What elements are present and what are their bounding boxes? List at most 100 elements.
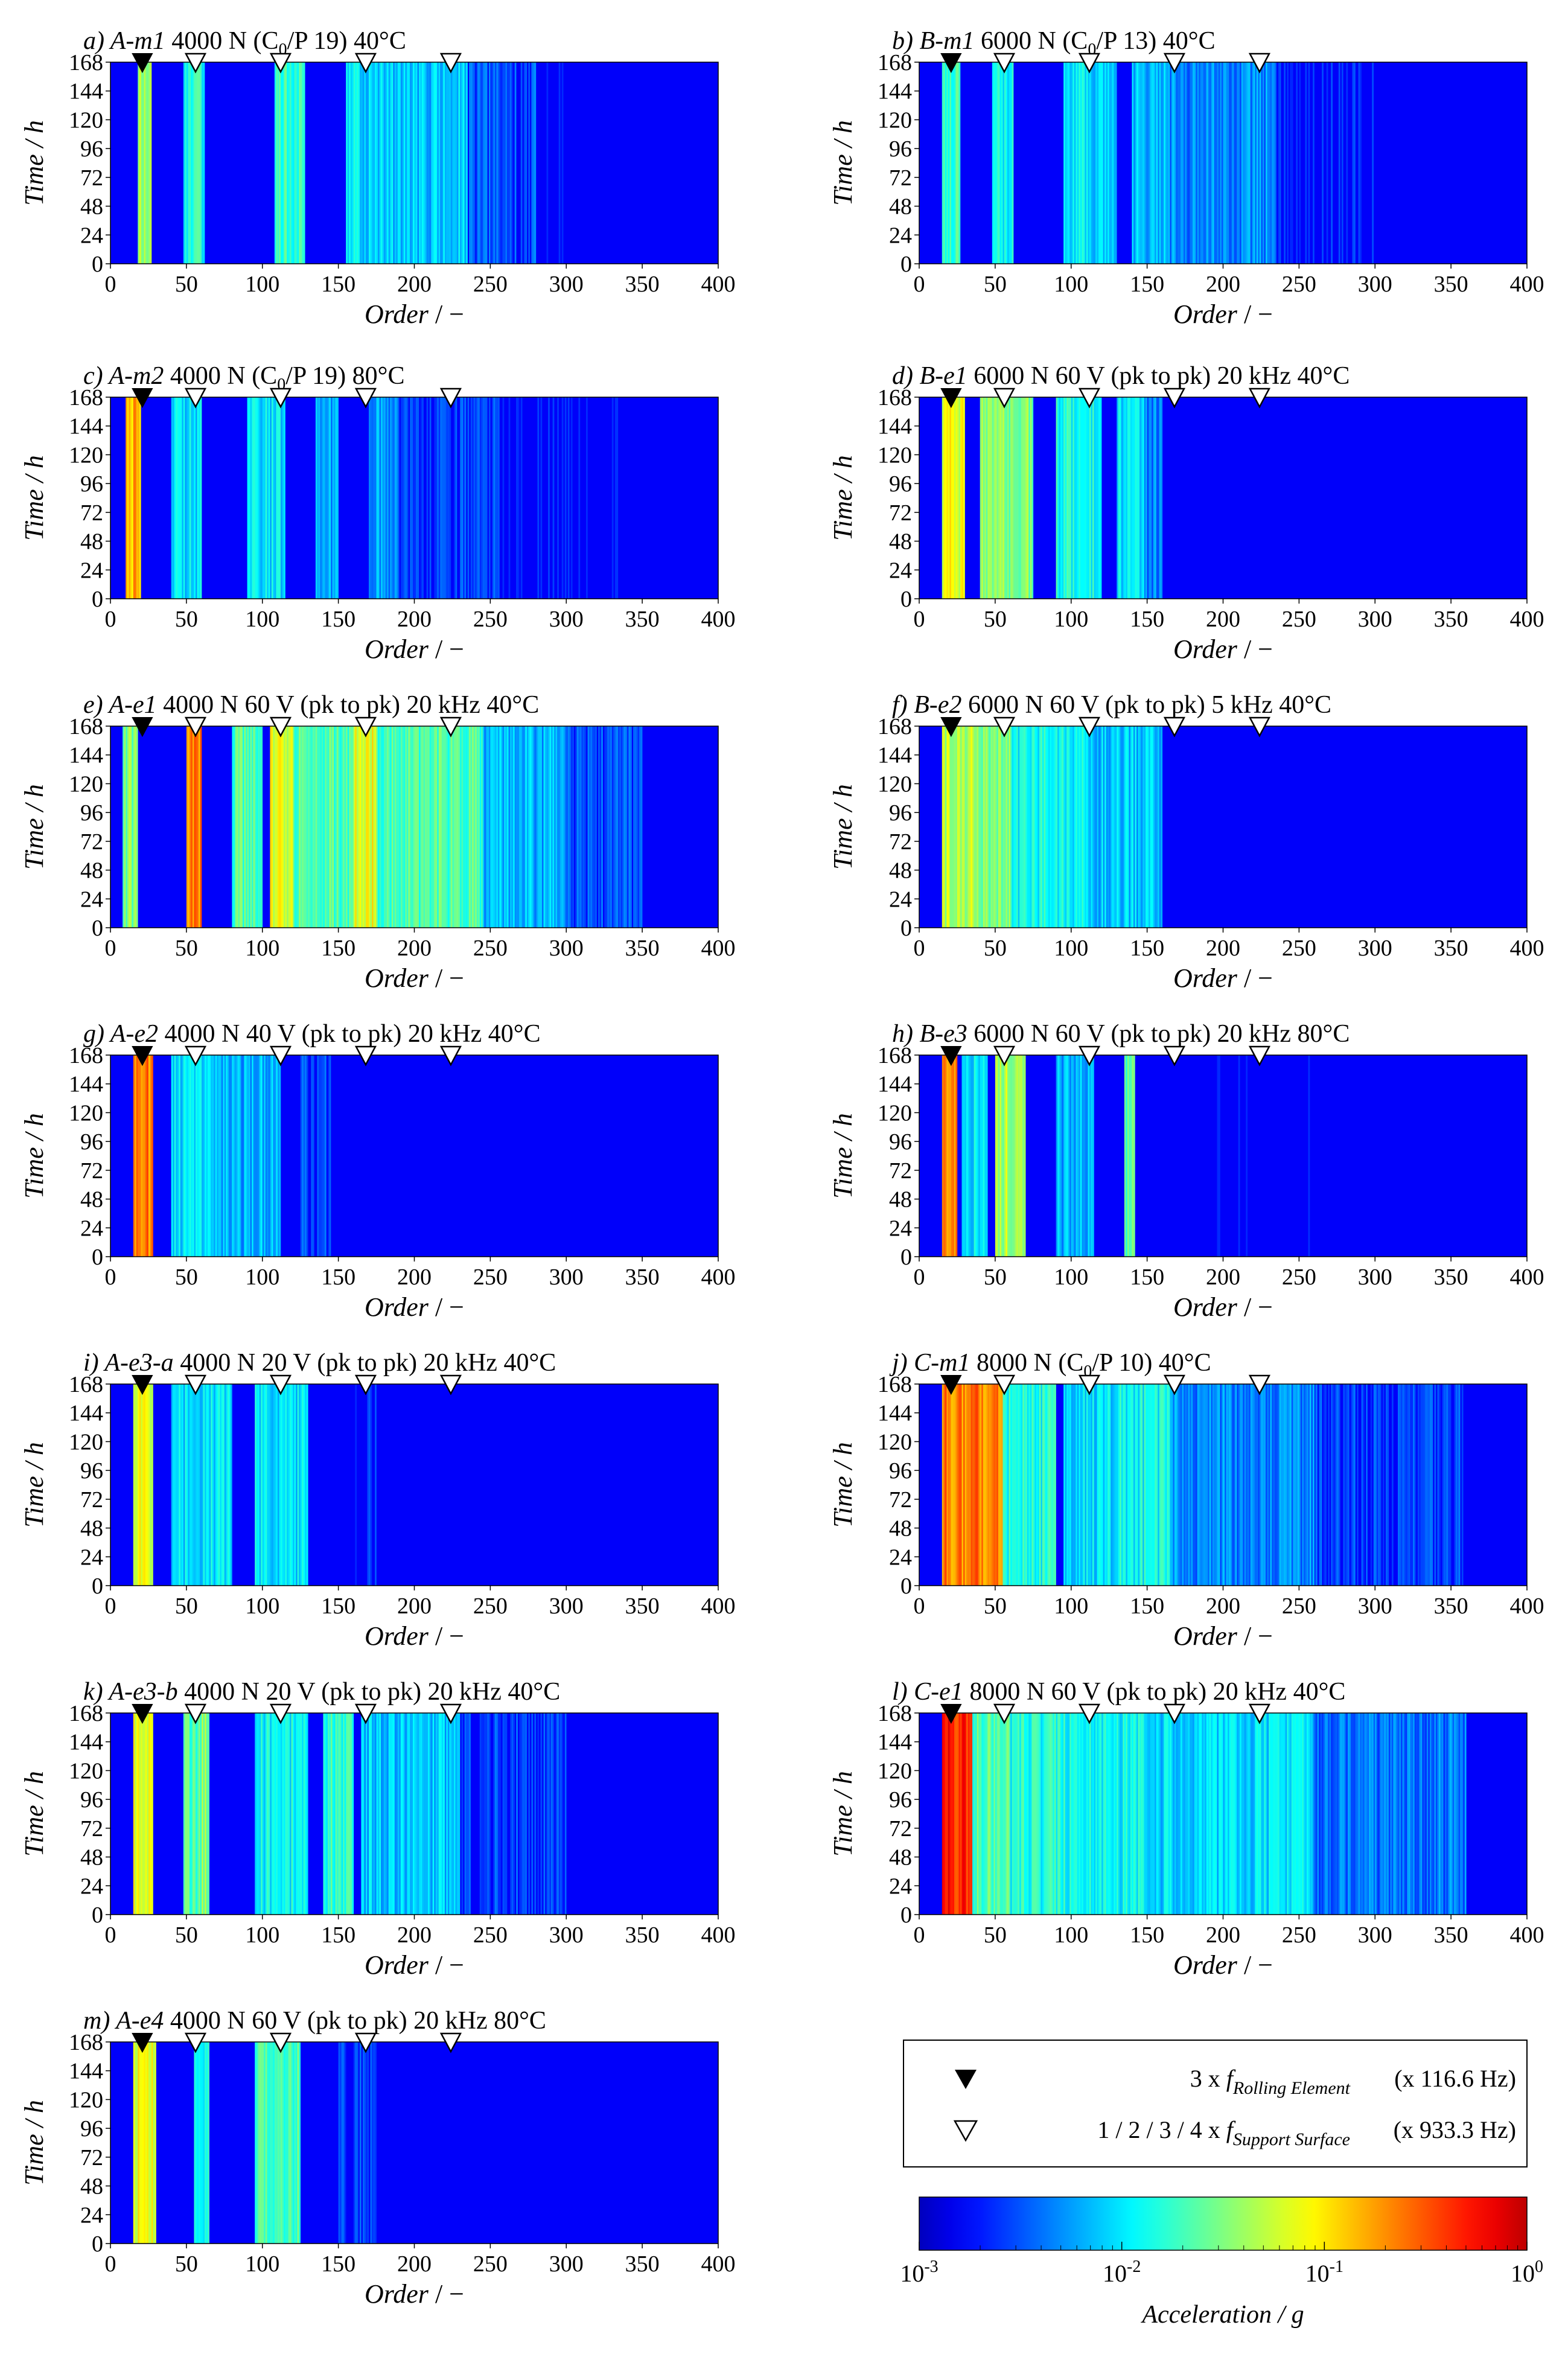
heatmap-strip [306, 1713, 308, 1915]
heatmap-strip [375, 62, 377, 264]
heatmap-strip [1329, 1713, 1331, 1915]
heatmap-strip [1162, 1384, 1164, 1586]
heatmap-strip [136, 1384, 138, 1586]
x-tick-label: 250 [1282, 936, 1316, 961]
heatmap-strip [1375, 1384, 1377, 1586]
heatmap-strip [1053, 1713, 1055, 1915]
heatmap-strip [148, 1713, 150, 1915]
heatmap-strip [1354, 1713, 1356, 1915]
heatmap-strip [265, 397, 267, 599]
heatmap-strip [1247, 1713, 1249, 1915]
heatmap-strip [566, 726, 569, 928]
heatmap-strip [481, 1713, 483, 1915]
heatmap-strip [1177, 1384, 1179, 1586]
heatmap-strip [972, 726, 974, 928]
heatmap-strip [321, 1055, 323, 1257]
heatmap-strip [1240, 1384, 1242, 1586]
heatmap-strip [466, 726, 468, 928]
heatmap-strip [567, 726, 570, 928]
y-tick-label: 72 [889, 829, 912, 855]
heatmap-strip [1147, 726, 1149, 928]
panel-condition: 6000 N (C [974, 27, 1088, 55]
heatmap-strip [425, 62, 427, 264]
heatmap-strip [394, 62, 397, 264]
y-tick-label: 144 [878, 1072, 912, 1097]
heatmap-strip [370, 2042, 372, 2244]
heatmap-strip [1143, 1384, 1144, 1586]
heatmap-strip [1399, 1713, 1401, 1915]
heatmap-strip [280, 1713, 282, 1915]
heatmap-strip [1252, 62, 1254, 264]
heatmap-strip [364, 62, 366, 264]
support-surface-marker [993, 53, 1016, 74]
y-tick-label: 120 [69, 1758, 103, 1784]
heatmap-strip [1012, 397, 1014, 599]
panel-e: e) A-e1 4000 N 60 V (pk to pk) 20 kHz 40… [19, 691, 736, 993]
heatmap-strip [1079, 62, 1081, 264]
heatmap-strip [590, 726, 593, 928]
heatmap-strip [625, 726, 628, 928]
heatmap-strip [1376, 1713, 1378, 1915]
heatmap-strip [136, 2042, 138, 2244]
heatmap-strip [1150, 1713, 1152, 1915]
heatmap-strip [1261, 62, 1263, 264]
heatmap-strip [305, 1384, 307, 1586]
heatmap-strip [1001, 726, 1003, 928]
y-tick-label: 48 [80, 529, 103, 555]
heatmap-strip [1025, 1384, 1028, 1586]
heatmap-strip [1100, 726, 1102, 928]
heatmap-strip [640, 726, 643, 928]
heatmap-strip [1072, 726, 1075, 928]
heatmap-strip [423, 1713, 425, 1915]
heatmap-strip [1205, 1713, 1207, 1915]
heatmap-strip [235, 1055, 237, 1257]
y-tick-label: 96 [80, 2116, 103, 2142]
heatmap-strip [1320, 1384, 1322, 1586]
heatmap-strip [217, 1055, 219, 1257]
heatmap-strip [1267, 1384, 1269, 1586]
heatmap-strip [1013, 1713, 1015, 1915]
heatmap-strip [1025, 726, 1028, 928]
y-tick-label: 120 [878, 107, 912, 133]
heatmap-strip [1057, 397, 1059, 599]
heatmap-strip [271, 726, 273, 928]
heatmap-strip [419, 726, 421, 928]
heatmap-strip [452, 726, 454, 928]
heatmap-strip [215, 1055, 217, 1257]
heatmap-strip [279, 1384, 281, 1586]
heatmap-strip [1057, 1055, 1059, 1257]
support-surface-marker [354, 1045, 377, 1067]
heatmap-strip [288, 62, 290, 264]
support-surface-marker [439, 716, 462, 738]
heatmap-strip [1455, 1713, 1458, 1915]
heatmap-strip [1176, 1713, 1178, 1915]
x-axis-label-name: Order [1173, 1292, 1238, 1322]
heatmap-strip [255, 1055, 257, 1257]
heatmap-strip [331, 397, 333, 599]
heatmap-strip [1373, 1713, 1375, 1915]
heatmap-strip [273, 2042, 275, 2244]
heatmap-strip [299, 1384, 301, 1586]
heatmap-strip [1193, 62, 1194, 264]
x-axis-label-unit: / − [1237, 963, 1273, 993]
heatmap-strip [1009, 726, 1011, 928]
heatmap-strip [1080, 397, 1082, 599]
heatmap-strip [331, 726, 333, 928]
heatmap-strip [284, 62, 285, 264]
heatmap-strip [1290, 62, 1292, 264]
heatmap-strip [443, 1713, 445, 1915]
x-tick-label: 300 [1358, 936, 1392, 961]
heatmap-strip [148, 1384, 150, 1586]
heatmap-strip [1432, 1713, 1435, 1915]
heatmap-strip [376, 397, 378, 599]
x-tick-label: 350 [625, 607, 660, 632]
panel-condition-tail: /P 19) 80°C [285, 362, 404, 390]
x-axis-label: Order / − [1173, 1292, 1273, 1322]
heatmap-strip [256, 2042, 258, 2244]
heatmap-strip [1050, 1713, 1052, 1915]
heatmap-strip [280, 726, 282, 928]
heatmap-strip [1323, 1384, 1325, 1586]
panel-title: a) A-m1 4000 N (C0/P 19) 40°C [83, 27, 406, 59]
heatmap-strip [529, 726, 532, 928]
heatmap-strip [1426, 1384, 1429, 1586]
